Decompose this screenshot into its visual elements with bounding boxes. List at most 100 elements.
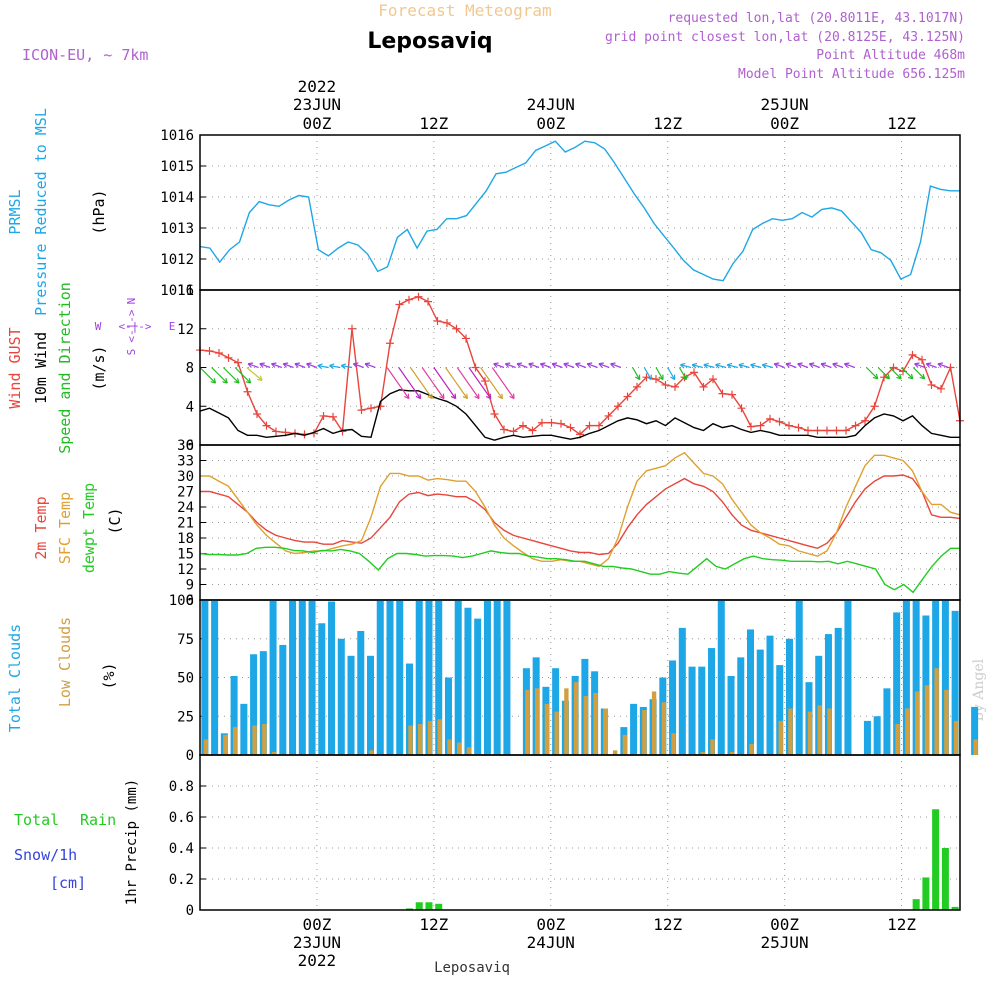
temperature-ytick-label: 18	[177, 531, 194, 547]
label-rain: Rain	[80, 811, 116, 829]
bottom-date: 23JUN	[293, 933, 341, 952]
clouds-bar-low-clouds	[603, 708, 608, 755]
wind-gust-marker	[889, 363, 898, 372]
wind-arrow-head	[427, 393, 433, 400]
clouds-bar-total-clouds	[367, 655, 375, 755]
wind-gust-marker	[823, 426, 831, 435]
temperature-ytick-label: 27	[177, 485, 194, 501]
wind-direction-arrow	[222, 367, 240, 384]
clouds-bar-total-clouds	[337, 638, 345, 755]
clouds-bar-total-clouds	[678, 627, 686, 755]
wind-direction-arrow	[364, 363, 376, 369]
label-prmsl: PRMSL	[6, 189, 24, 234]
wind-gust-marker	[500, 425, 508, 434]
grid-point-coords: grid point closest lon,lat (20.8125E, 43…	[605, 30, 965, 45]
temperature-ytick-label: 33	[177, 454, 194, 470]
clouds-bar-low-clouds	[418, 724, 423, 755]
wind-arrow-head	[658, 374, 664, 381]
clouds-bar-low-clouds	[944, 689, 949, 755]
clouds-bar-low-clouds	[544, 703, 550, 755]
clouds-bar-total-clouds	[941, 600, 949, 755]
clouds-bar-total-clouds	[971, 706, 979, 755]
clouds-bar-total-clouds	[230, 675, 238, 755]
pressure-ytick-label: 1013	[160, 221, 194, 237]
wind-arrow-head	[329, 363, 335, 370]
bottom-time: 00Z	[302, 915, 331, 934]
wind-direction-arrow	[844, 363, 855, 369]
precip-ytick-label: 0	[186, 903, 194, 919]
clouds-bar-total-clouds	[698, 666, 706, 755]
label-snow: Snow/1h	[14, 846, 77, 864]
wind-gust-marker	[509, 427, 518, 436]
wind-direction-arrow	[937, 363, 949, 369]
top-date: 24JUN	[527, 95, 575, 114]
wind-gust-marker	[775, 417, 784, 426]
temperature-ytick-label: 36	[177, 438, 194, 454]
wind-gust-marker	[348, 324, 356, 333]
wind-direction-arrow	[912, 367, 925, 380]
wind-gust-marker	[262, 421, 271, 430]
label-celsius: (C)	[106, 507, 124, 534]
clouds-bar-low-clouds	[710, 739, 715, 755]
clouds-bar-low-clouds	[262, 724, 267, 755]
label-hpa: (hPa)	[90, 189, 108, 234]
header: Forecast Meteogram Leposaviq ICON-EU, ~ …	[22, 1, 987, 976]
precip-bar-total-rain	[912, 899, 920, 910]
clouds-bar-total-clouds	[708, 648, 716, 755]
wind-arrow-head	[884, 373, 891, 380]
wind-arrow-head	[539, 362, 546, 368]
wind-direction-arrow	[386, 367, 410, 399]
location-title: Leposaviq	[367, 29, 492, 54]
clouds-bar-low-clouds	[642, 710, 647, 755]
wind-direction-arrow	[797, 363, 809, 369]
wind-arrow-head	[635, 374, 641, 381]
wind-direction-arrow	[926, 363, 937, 369]
clouds-bar-low-clouds	[534, 688, 540, 755]
wind-arrow-head	[474, 393, 480, 400]
clouds-bar-low-clouds	[973, 739, 978, 755]
wind-arrow-head	[598, 362, 604, 368]
bottom-time: 00Z	[536, 915, 565, 934]
precip-bar-total-rain	[435, 903, 443, 910]
wind-gust-marker	[224, 353, 233, 362]
wind-gust-marker	[272, 427, 280, 436]
clouds-bar-low-clouds	[788, 708, 793, 755]
clouds-bar-total-clouds	[347, 655, 355, 755]
precip-ytick-label: 0.8	[169, 779, 194, 795]
clouds-bar-total-clouds	[669, 660, 677, 755]
wind-arrow-head	[247, 362, 254, 368]
wind-gust-marker	[699, 382, 708, 391]
clouds-bar-total-clouds	[250, 654, 258, 755]
clouds-bar-low-clouds	[612, 750, 618, 755]
label-total: Total	[14, 811, 59, 829]
top-time: 00Z	[536, 114, 565, 133]
clouds-bar-total-clouds	[357, 631, 365, 755]
wind-arrow-head	[222, 378, 228, 384]
clouds-ytick-label: 100	[169, 593, 194, 609]
wind-arrow-head	[294, 362, 300, 368]
clouds-bar-total-clouds	[444, 677, 452, 755]
clouds-bar-low-clouds	[953, 720, 959, 755]
wind-direction-arrow	[247, 363, 259, 369]
top-date: 25JUN	[761, 95, 809, 114]
wind-direction-arrow	[914, 363, 926, 369]
wind-gust-marker	[633, 382, 641, 391]
wind-gust-marker	[319, 411, 328, 420]
bottom-time: 12Z	[419, 915, 448, 934]
wind-direction-arrow	[889, 367, 902, 380]
bottom-time: 00Z	[770, 915, 799, 934]
clouds-bar-total-clouds	[951, 610, 959, 755]
wind-arrow-head	[738, 362, 744, 369]
clouds-bar-low-clouds	[583, 696, 589, 755]
wind-gust-marker	[690, 368, 698, 377]
wind-arrow-head	[257, 375, 263, 381]
wind-direction-arrow	[575, 363, 587, 369]
wind-gust-marker	[557, 419, 565, 428]
clouds-ytick-label: 75	[177, 632, 194, 648]
pressure-ytick-label: 1012	[160, 252, 194, 268]
wind-direction-arrow	[563, 363, 575, 369]
top-time: 00Z	[302, 114, 331, 133]
wind-gust-marker	[671, 382, 679, 391]
wind-gust-marker	[595, 421, 603, 430]
clouds-bar-low-clouds	[914, 691, 920, 755]
